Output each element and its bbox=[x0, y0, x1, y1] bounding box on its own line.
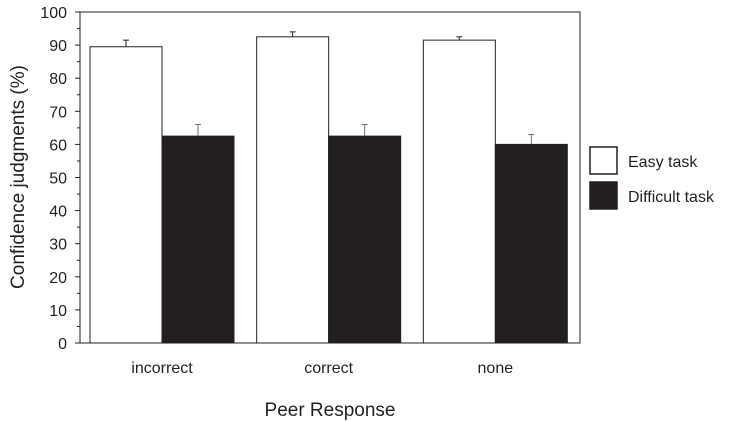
y-tick-label: 20 bbox=[49, 270, 67, 287]
bar-easy-correct bbox=[256, 36, 330, 344]
x-axis: incorrect correct none bbox=[131, 360, 513, 377]
y-tick-label: 60 bbox=[49, 137, 67, 154]
legend-label-difficult: Difficult task bbox=[628, 189, 715, 206]
x-axis-title: Peer Response bbox=[265, 400, 396, 421]
y-tick-label: 30 bbox=[49, 237, 67, 254]
legend-label-easy: Easy task bbox=[628, 154, 698, 171]
bar-easy-none bbox=[422, 39, 496, 344]
x-tick-label: incorrect bbox=[131, 360, 193, 377]
y-tick-label: 0 bbox=[58, 336, 67, 353]
x-tick-label: none bbox=[478, 360, 514, 377]
bar-difficult-correct bbox=[328, 135, 402, 344]
legend: Easy task Difficult task bbox=[589, 146, 715, 210]
y-tick-label: 10 bbox=[49, 303, 67, 320]
bar-difficult-incorrect bbox=[161, 135, 235, 344]
legend-swatch-easy bbox=[589, 146, 618, 175]
y-tick-label: 80 bbox=[49, 71, 67, 88]
y-axis: 0 10 20 30 40 50 60 70 80 90 100 bbox=[40, 5, 80, 353]
bar-easy-incorrect bbox=[89, 46, 163, 344]
x-tick-label: correct bbox=[304, 360, 353, 377]
y-tick-label: 40 bbox=[49, 204, 67, 221]
bars-layer bbox=[89, 36, 568, 344]
bar-difficult-none bbox=[494, 143, 568, 344]
errorbars-layer bbox=[123, 31, 535, 145]
y-tick-label: 90 bbox=[49, 38, 67, 55]
legend-swatch-difficult bbox=[589, 181, 618, 210]
y-tick-label: 70 bbox=[49, 104, 67, 121]
y-tick-label: 100 bbox=[40, 5, 67, 22]
y-tick-label: 50 bbox=[49, 171, 67, 188]
y-axis-title: Confidence judgments (%) bbox=[8, 65, 29, 289]
